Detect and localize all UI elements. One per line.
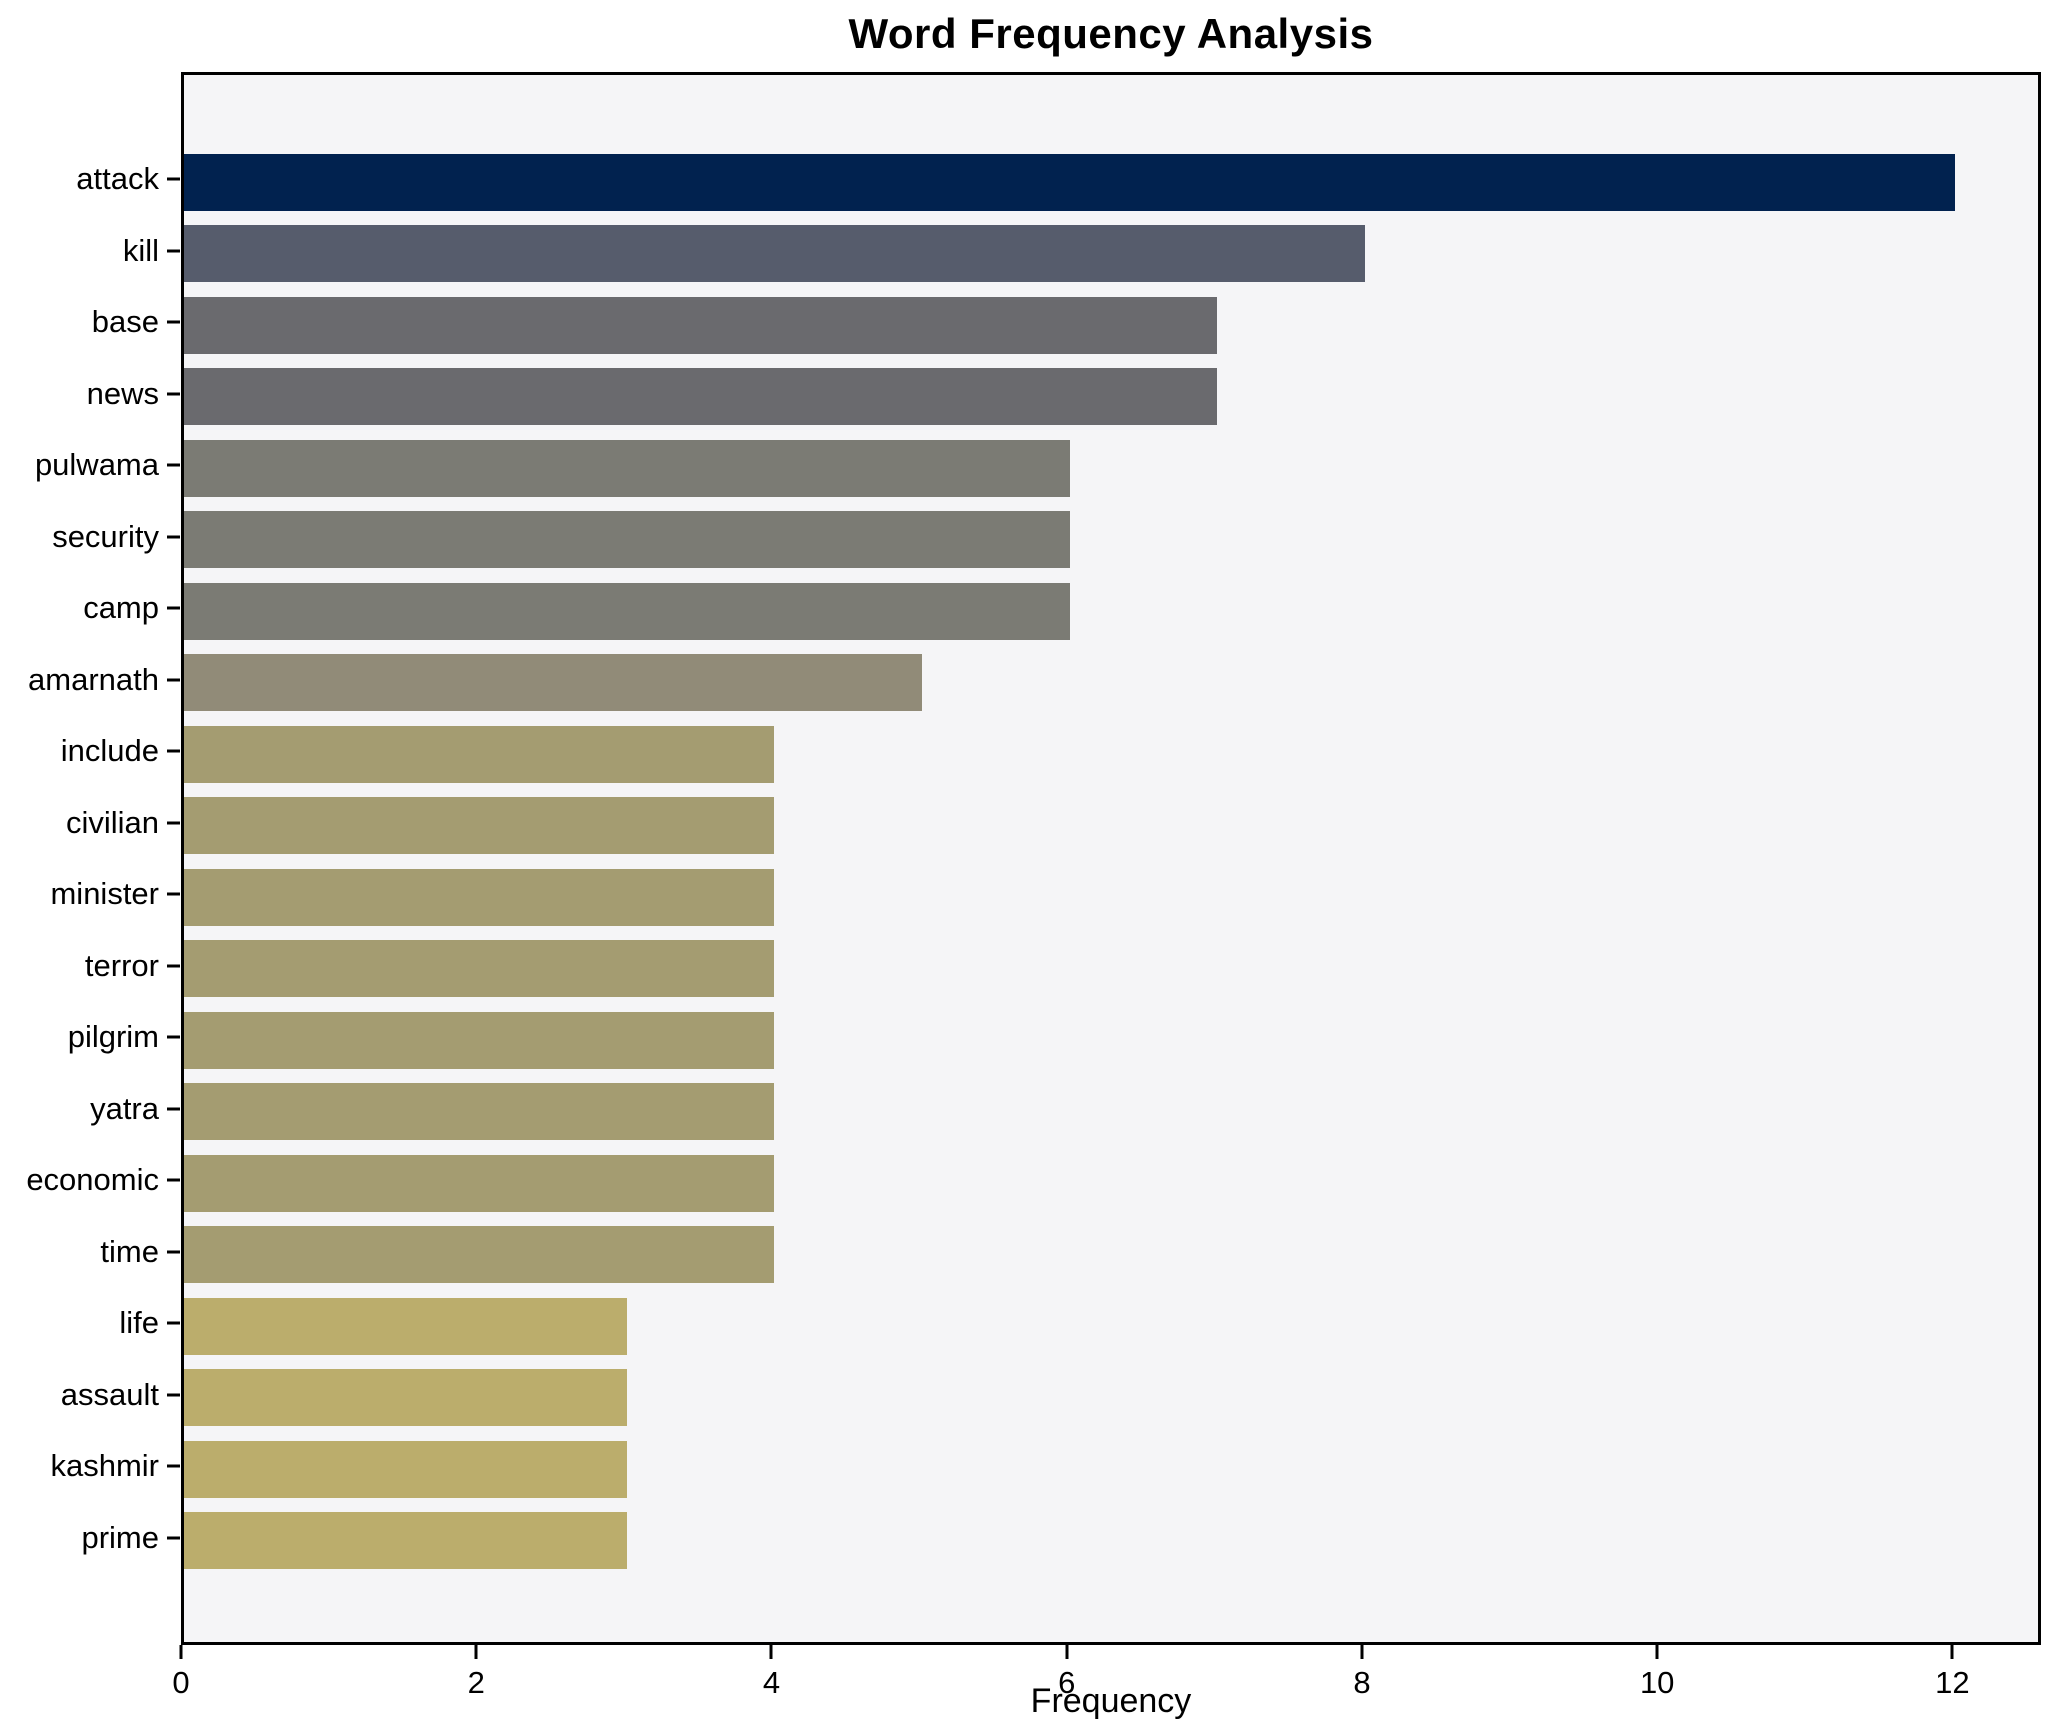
- x-tick-mark-8: [1360, 1645, 1364, 1659]
- y-tick-mark-yatra: [167, 1107, 180, 1111]
- y-tick-mark-kashmir: [167, 1464, 180, 1468]
- bar-amarnath: [184, 654, 923, 712]
- y-tick-label-minister: minister: [50, 876, 159, 912]
- y-tick-mark-security: [167, 535, 180, 539]
- y-tick-label-civilian: civilian: [65, 804, 159, 840]
- y-tick-mark-minister: [167, 892, 180, 896]
- y-tick-mark-amarnath: [167, 678, 180, 682]
- x-tick-mark-2: [474, 1645, 478, 1659]
- y-tick-label-yatra: yatra: [90, 1090, 159, 1126]
- x-tick-label-0: 0: [172, 1665, 190, 1700]
- y-tick-mark-include: [167, 749, 180, 753]
- y-tick-label-kashmir: kashmir: [50, 1448, 159, 1484]
- bar-civilian: [184, 797, 775, 855]
- x-tick-mark-4: [769, 1645, 773, 1659]
- x-tick-mark-6: [1065, 1645, 1069, 1659]
- y-tick-label-security: security: [52, 518, 159, 554]
- bar-prime: [184, 1512, 627, 1570]
- y-tick-mark-life: [167, 1321, 180, 1325]
- x-tick-label-12: 12: [1935, 1665, 1970, 1700]
- x-tick-label-10: 10: [1639, 1665, 1675, 1700]
- bar-attack: [184, 153, 1956, 211]
- x-tick-label-8: 8: [1353, 1665, 1371, 1700]
- bar-pilgrim: [184, 1011, 775, 1069]
- y-tick-mark-news: [167, 392, 180, 396]
- y-tick-mark-civilian: [167, 821, 180, 825]
- y-tick-mark-pilgrim: [167, 1035, 180, 1039]
- bar-terror: [184, 940, 775, 998]
- chart-title: Word Frequency Analysis: [848, 10, 1374, 57]
- bar-minister: [184, 868, 775, 926]
- bar-yatra: [184, 1083, 775, 1141]
- y-tick-mark-attack: [167, 177, 180, 181]
- x-tick-label-6: 6: [1058, 1665, 1076, 1700]
- y-tick-mark-time: [167, 1250, 180, 1254]
- bar-news: [184, 368, 1218, 426]
- bar-pulwama: [184, 439, 1070, 497]
- y-tick-label-amarnath: amarnath: [28, 661, 159, 697]
- y-tick-label-pilgrim: pilgrim: [67, 1019, 159, 1055]
- y-tick-label-attack: attack: [76, 161, 159, 197]
- x-tick-mark-12: [1950, 1645, 1954, 1659]
- bar-security: [184, 511, 1070, 569]
- y-tick-label-prime: prime: [81, 1519, 159, 1555]
- y-tick-label-life: life: [119, 1305, 159, 1341]
- y-tick-mark-assault: [167, 1393, 180, 1397]
- y-tick-mark-economic: [167, 1178, 180, 1182]
- x-tick-mark-0: [179, 1645, 183, 1659]
- y-tick-mark-camp: [167, 606, 180, 610]
- y-tick-mark-kill: [167, 249, 180, 253]
- bar-kill: [184, 225, 1365, 283]
- bar-economic: [184, 1154, 775, 1212]
- y-tick-mark-terror: [167, 964, 180, 968]
- y-tick-mark-base: [167, 320, 180, 324]
- y-tick-label-kill: kill: [122, 232, 159, 268]
- bar-assault: [184, 1369, 627, 1427]
- bar-kashmir: [184, 1440, 627, 1498]
- x-tick-label-2: 2: [467, 1665, 485, 1700]
- y-tick-label-camp: camp: [83, 590, 159, 626]
- y-tick-label-base: base: [91, 304, 159, 340]
- y-tick-label-terror: terror: [84, 947, 159, 983]
- y-tick-label-pulwama: pulwama: [34, 447, 159, 483]
- y-tick-label-news: news: [86, 375, 159, 411]
- bar-include: [184, 725, 775, 783]
- y-tick-label-economic: economic: [26, 1162, 159, 1198]
- x-tick-label-4: 4: [762, 1665, 781, 1700]
- x-tick-mark-10: [1655, 1645, 1659, 1659]
- x-axis-label: Frequency: [1030, 1682, 1192, 1720]
- plot-area: [181, 72, 2041, 1645]
- y-tick-label-include: include: [60, 733, 159, 769]
- y-tick-mark-pulwama: [167, 463, 180, 467]
- bar-camp: [184, 582, 1070, 640]
- bar-life: [184, 1297, 627, 1355]
- y-tick-label-time: time: [100, 1233, 159, 1269]
- bar-base: [184, 296, 1218, 354]
- bar-time: [184, 1226, 775, 1284]
- y-tick-mark-prime: [167, 1536, 180, 1540]
- y-tick-label-assault: assault: [60, 1376, 159, 1412]
